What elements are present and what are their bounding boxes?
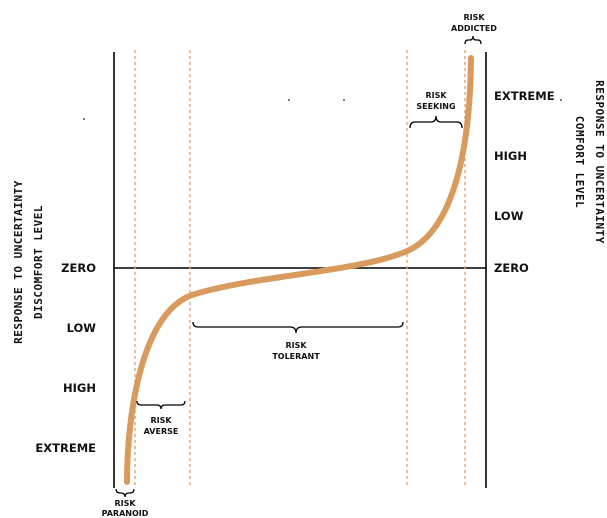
brace-addicted [464,35,482,45]
seeking-label-line2: SEEKING [416,102,455,111]
paranoid-label-line1: RISK [114,499,136,508]
risk-response-curve [124,55,474,485]
left-axis-title-line2: DISCOMFORT LEVEL [32,205,45,319]
left-level-low: LOW [67,321,97,335]
left-level-extreme: EXTREME [35,441,96,455]
left-level-zero: ZERO [61,261,96,275]
tolerant-label-line1: RISK [285,341,307,350]
right-level-zero: ZERO [494,261,529,275]
right-axis-title-line1: RESPONSE TO UNCERTAINTY [593,80,606,244]
left-level-high: HIGH [63,381,96,395]
brace-seeking [409,115,463,129]
right-level-extreme: EXTREME [494,89,555,103]
averse-label-line2: AVERSE [144,427,179,436]
tolerant-label-line2: TOLERANT [272,352,320,361]
stray-marks [83,99,562,120]
brace-averse [136,400,186,410]
addicted-label-line2: ADDICTED [451,24,497,33]
brace-paranoid [115,488,135,498]
seeking-label-line1: RISK [425,91,447,100]
zone-boundaries [134,50,466,488]
right-level-high: HIGH [494,149,527,163]
averse-label-line1: RISK [150,416,172,425]
paranoid-label-line2: PARANOID [102,509,149,518]
brace-tolerant [192,321,404,334]
right-axis-title-line2: COMFORT LEVEL [573,116,586,209]
left-axis-title-line1: RESPONSE TO UNCERTAINTY [12,180,25,344]
addicted-label-line1: RISK [463,13,485,22]
right-level-low: LOW [494,209,524,223]
